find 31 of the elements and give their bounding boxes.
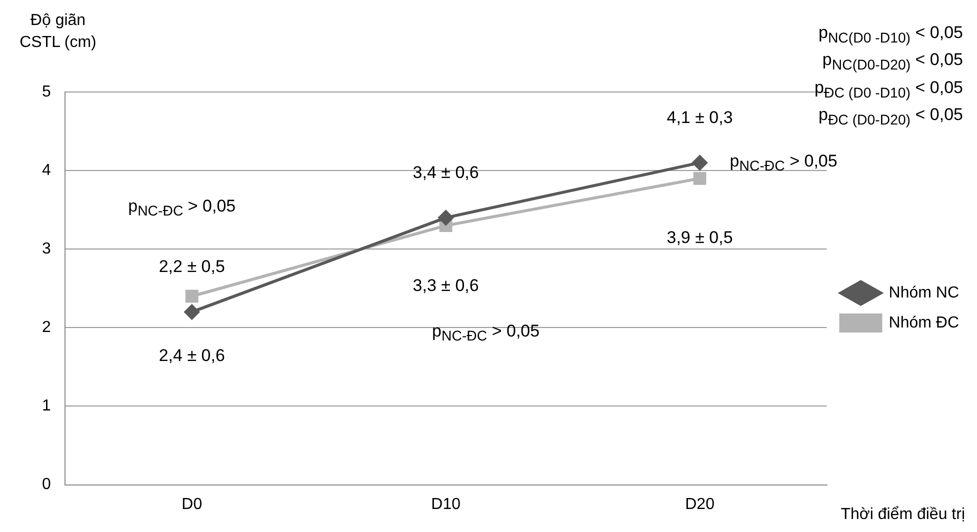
x-axis-title: Thời điểm điều trị (840, 506, 965, 524)
x-tick-label: D10 (431, 496, 461, 513)
y-tick-label: 3 (42, 240, 51, 258)
point (184, 304, 200, 320)
annotation: p$_{NC-ĐC}$ > 0,05 (128, 196, 236, 220)
data-label: 3,3 ± 0,6 (412, 276, 479, 296)
annotation: p$_{NC-ĐC}$ > 0,05 (730, 151, 838, 174)
y-tick-label: 1 (42, 398, 51, 415)
point (693, 172, 706, 185)
annotation: p$_{ĐC (D0 -D10)}$ < 0,05 (814, 76, 963, 104)
annotation: p$_{ĐC (D0-D20)}$ < 0,05 (817, 104, 963, 131)
annotation: p$_{NC-ĐC}$ > 0,05 (432, 320, 540, 344)
y-axis-title: Độ giãn CSTL (cm) (18, 11, 98, 53)
point (185, 290, 198, 303)
data-label: 4,1 ± 0,3 (666, 108, 733, 128)
text: p$_{NC(D0-D20)}$ < 0,05 (821, 49, 963, 76)
y-tick-label: 4 (42, 162, 51, 179)
y-tick-label: 5 (42, 83, 51, 100)
y-tick-label: 2 (42, 319, 51, 336)
y-tick-label: 0 (42, 476, 51, 494)
text: p$_{NC(D0 -D10)}$ < 0,05 (817, 22, 963, 48)
x-tick-label: D20 (685, 496, 715, 513)
legend-label: Nhóm ĐC (888, 314, 959, 332)
legend-label: Nhóm NC (888, 284, 959, 302)
point (692, 155, 708, 170)
data-label: 2,4 ± 0,6 (158, 346, 225, 366)
point (438, 210, 454, 226)
data-label: 2,2 ± 0,5 (158, 256, 225, 277)
data-label: 3,4 ± 0,6 (412, 162, 479, 183)
data-label: 3,9 ± 0,5 (666, 228, 733, 248)
x-tick-label: D0 (182, 496, 202, 513)
